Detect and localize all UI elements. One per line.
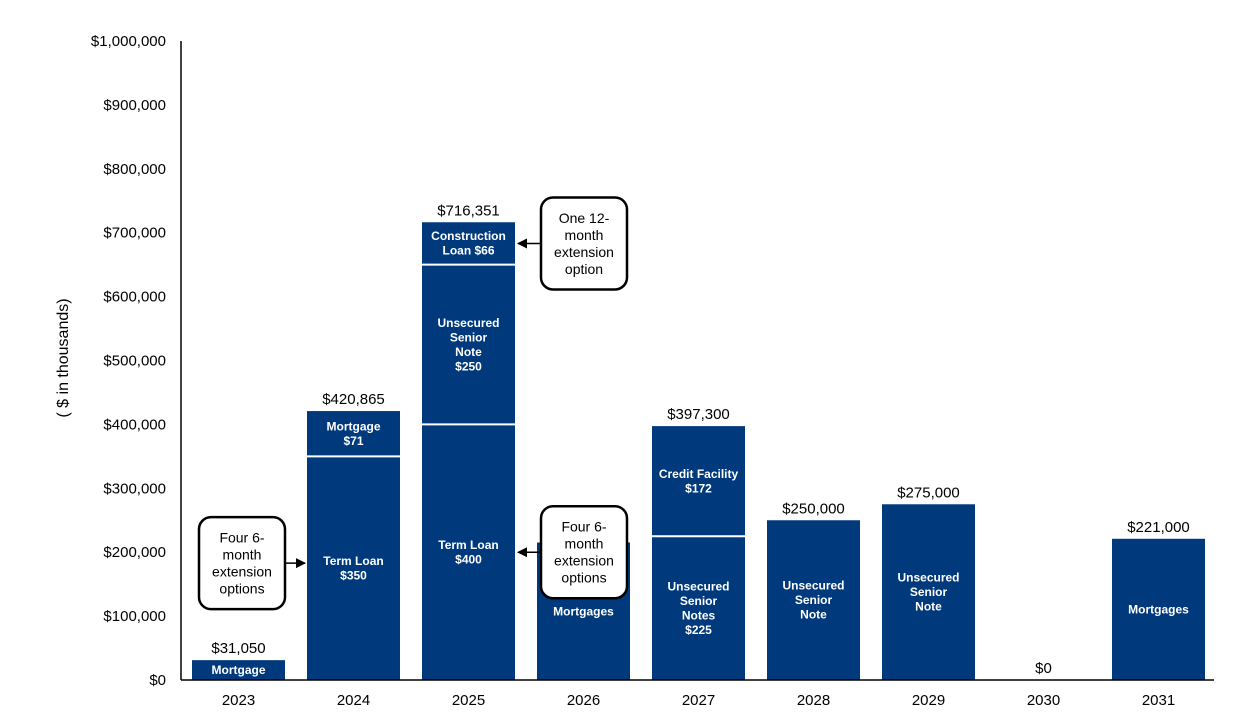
x-tick-label: 2023: [222, 692, 255, 709]
y-tick-label: $400,000: [103, 416, 166, 433]
callout-text: extension: [212, 564, 272, 580]
callout-text: month: [565, 227, 604, 243]
x-tick-label: 2031: [1142, 692, 1175, 709]
x-tick-label: 2028: [797, 692, 830, 709]
segment-label: Construction: [431, 229, 506, 243]
segment-label: Note: [455, 345, 482, 359]
segment-label: Senior: [680, 594, 718, 608]
bar-segment: [767, 520, 860, 680]
segment-label: Note: [915, 600, 942, 614]
callout-text: extension: [554, 244, 614, 260]
y-tick-label: $0: [149, 672, 166, 689]
segment-label: Loan $66: [442, 244, 494, 258]
segment-label: Notes: [682, 608, 716, 622]
segment-label: Term Loan: [323, 554, 383, 568]
bar-total-label: $716,351: [437, 202, 500, 219]
x-tick-label: 2027: [682, 692, 715, 709]
callout-text: Four 6-: [561, 519, 606, 535]
bar-total-label: $31,050: [211, 640, 265, 657]
y-axis: $0 $100,000 $200,000 $300,000 $400,000 $500,0…: [91, 33, 182, 689]
segment-label: Senior: [795, 593, 833, 607]
bar-total-label: $250,000: [782, 500, 845, 517]
bar-segment: [652, 536, 745, 680]
x-tick-label: 2025: [452, 692, 485, 709]
segment-label: Mortgages: [1128, 602, 1189, 616]
bar-total-label: $275,000: [897, 484, 960, 501]
bar-segment: [422, 264, 515, 425]
segment-label: $172: [685, 481, 712, 495]
segment-label: Unsecured: [437, 316, 499, 330]
x-axis: 2023 2024 2025 2026 2027 2028 2029 2030 2031: [181, 679, 1214, 709]
y-tick-label: $100,000: [103, 608, 166, 625]
callout-text: month: [223, 547, 262, 563]
bar-segment: [882, 504, 975, 680]
x-tick-label: 2026: [567, 692, 600, 709]
bar-segment: [422, 424, 515, 680]
segment-label: $225: [685, 623, 712, 637]
y-tick-label: $600,000: [103, 289, 166, 306]
callout-text: extension: [554, 553, 614, 569]
y-tick-label: $700,000: [103, 225, 166, 242]
y-tick-label: $200,000: [103, 544, 166, 561]
segment-label: Senior: [450, 330, 488, 344]
segment-label: Note: [800, 608, 827, 622]
callout-text: options: [219, 581, 264, 597]
bar-segment: [1112, 538, 1205, 680]
y-tick-label: $800,000: [103, 161, 166, 178]
segment-label: $250: [455, 359, 482, 373]
y-tick-label: $500,000: [103, 353, 166, 370]
bar-total-label: $221,000: [1127, 519, 1190, 536]
callout-text: month: [565, 536, 604, 552]
bar-total-label: $397,300: [667, 406, 730, 423]
callout-text: Four 6-: [219, 530, 264, 546]
bar-segment: [652, 426, 745, 537]
y-tick-label: $900,000: [103, 97, 166, 114]
segment-label: Senior: [910, 585, 948, 599]
segment-label: $71: [343, 434, 363, 448]
segment-label: Mortgages: [553, 604, 614, 618]
segment-label: Unsecured: [897, 571, 959, 585]
x-tick-label: 2029: [912, 692, 945, 709]
y-tick-label: $300,000: [103, 480, 166, 497]
segment-label: Mortgage: [212, 663, 266, 677]
segment-label: $400: [455, 552, 482, 566]
segment-label: Credit Facility: [659, 467, 739, 481]
bar-segment: [307, 456, 400, 680]
callout-text: options: [561, 570, 606, 586]
callout-text: One 12-: [559, 210, 610, 226]
bar-segment: [307, 411, 400, 457]
segment-label: Unsecured: [782, 579, 844, 593]
bar-segment: [422, 222, 515, 265]
x-tick-label: 2024: [337, 692, 370, 709]
y-tick-label: $1,000,000: [91, 33, 166, 50]
segment-label: $350: [340, 568, 367, 582]
segment-label: Mortgage: [327, 419, 381, 433]
bar-segment: [192, 660, 285, 680]
segment-label: Unsecured: [667, 579, 729, 593]
y-axis-title: ( $ in thousands): [55, 298, 72, 417]
bar-total-label: $420,865: [322, 391, 385, 408]
callout-text: option: [565, 261, 603, 277]
x-tick-label: 2030: [1027, 692, 1060, 709]
segment-label: Term Loan: [438, 538, 498, 552]
bar-total-label: $0: [1035, 660, 1052, 677]
